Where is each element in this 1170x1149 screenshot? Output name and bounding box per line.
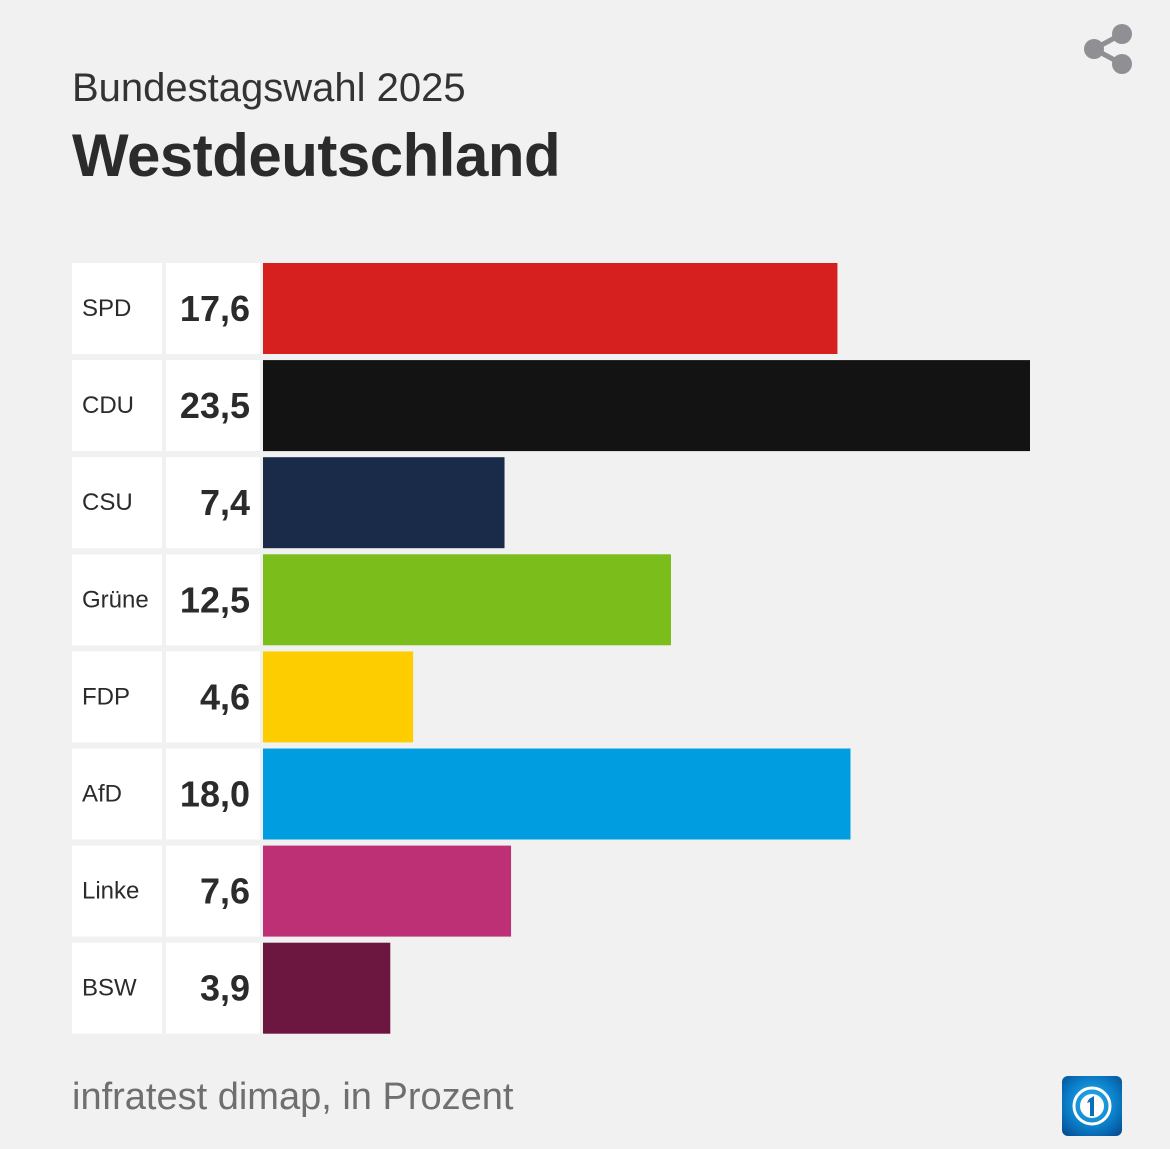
- party-label-cdu: CDU: [82, 392, 134, 419]
- value-label-cell: [166, 360, 260, 452]
- value-label-cell: [166, 263, 260, 354]
- value-label-cdu: 23,5: [180, 385, 250, 426]
- value-label-afd: 18,0: [180, 774, 250, 815]
- party-label-cell: [72, 942, 162, 1034]
- value-label-csu: 7,4: [200, 482, 250, 523]
- value-label-cell: [166, 554, 260, 646]
- bar-spd: [263, 263, 838, 354]
- value-label-cell: [166, 942, 260, 1034]
- party-label-csu: CSU: [82, 489, 133, 516]
- party-label-fdp: FDP: [82, 683, 130, 710]
- bar-linke: [263, 845, 512, 937]
- source-note: infratest dimap, in Prozent: [72, 1076, 514, 1118]
- party-label-linke: Linke: [82, 878, 139, 905]
- party-label-cell: [72, 263, 162, 354]
- bar-afd: [263, 748, 851, 840]
- chart-title: Westdeutschland: [72, 122, 561, 189]
- value-label-linke: 7,6: [200, 871, 250, 912]
- party-label-cell: [72, 554, 162, 646]
- party-label-cell: [72, 651, 162, 743]
- bar-fdp: [263, 651, 414, 743]
- value-label-cell: [166, 845, 260, 937]
- tagesschau-logo-icon[interactable]: [1062, 1076, 1122, 1136]
- party-label-spd: SPD: [82, 295, 131, 322]
- share-icon[interactable]: [1080, 22, 1134, 76]
- party-label-cell: [72, 845, 162, 937]
- party-label-gruene: Grüne: [82, 586, 149, 613]
- bar-cdu: [263, 360, 1030, 452]
- value-label-cell: [166, 651, 260, 743]
- bar-gruene: [263, 554, 671, 646]
- value-label-gruene: 12,5: [180, 579, 250, 620]
- party-label-cell: [72, 360, 162, 452]
- party-label-afd: AfD: [82, 781, 122, 808]
- value-label-spd: 17,6: [180, 288, 250, 329]
- value-label-bsw: 3,9: [200, 968, 250, 1009]
- value-label-cell: [166, 748, 260, 840]
- bar-csu: [263, 457, 505, 549]
- party-label-cell: [72, 457, 162, 549]
- chart-subtitle: Bundestagswahl 2025: [72, 66, 466, 110]
- bar-bsw: [263, 942, 391, 1034]
- party-label-bsw: BSW: [82, 975, 137, 1002]
- party-label-cell: [72, 748, 162, 840]
- value-label-cell: [166, 457, 260, 549]
- value-label-fdp: 4,6: [200, 676, 250, 717]
